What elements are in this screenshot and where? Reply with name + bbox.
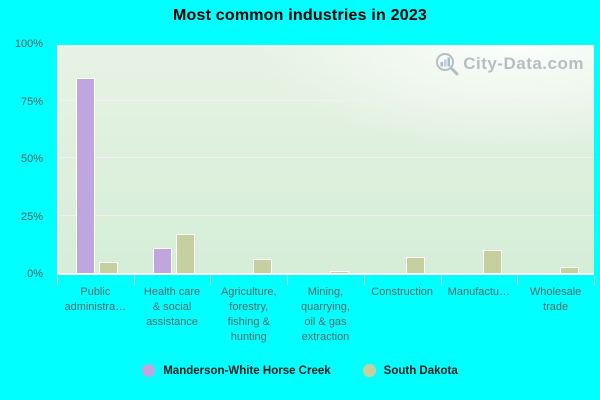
y-tick-label-75: 75%	[20, 95, 43, 108]
gridline-75	[59, 99, 594, 101]
bar-state-5	[482, 250, 502, 273]
x-label-3: Mining, quarrying, oil & gas extraction	[301, 286, 350, 343]
x-label-1: Health care & social assistance	[143, 286, 201, 328]
category-separator-5	[440, 276, 442, 285]
y-tick-label-25: 25%	[20, 210, 43, 223]
x-label-0: Public administra…	[64, 286, 127, 313]
city-data-logo-icon	[436, 53, 459, 76]
legend-label-state: South Dakota	[383, 364, 458, 377]
bar-state-3	[329, 270, 349, 273]
gridline-50	[59, 157, 594, 158]
bar-state-6	[559, 267, 579, 273]
y-axis: 100% 75% 50% 25% 0%	[0, 38, 50, 280]
category-separator-2	[210, 276, 212, 285]
bar-state-1	[176, 233, 196, 273]
watermark: City-Data.com	[434, 51, 584, 77]
x-axis: Public administra… Health care & social a…	[57, 285, 594, 345]
x-label-4: Construction	[371, 286, 434, 298]
bar-place-0	[76, 77, 96, 273]
x-label-5: Manufactu…	[447, 286, 511, 298]
bar-place-1	[153, 247, 173, 273]
y-tick-label-50: 50%	[20, 153, 43, 165]
category-separator-7	[594, 276, 595, 285]
x-axis-ticks	[57, 276, 595, 285]
category-separator-0	[57, 276, 58, 285]
legend-label-place: Manderson-White Horse Creek	[163, 364, 331, 377]
legend-dot-place	[142, 364, 156, 377]
watermark-text: City-Data.com	[463, 54, 584, 73]
category-separator-3	[287, 276, 289, 285]
category-separator-6	[517, 276, 519, 285]
y-tick-label-100: 100%	[14, 38, 43, 50]
category-separator-1	[133, 276, 135, 285]
legend-item-place: Manderson-White Horse Creek	[142, 364, 331, 377]
bar-state-0	[99, 261, 119, 273]
x-label-2: Agriculture, forestry, fishing & hunting	[220, 286, 277, 343]
bar-state-4	[406, 256, 426, 273]
legend: Manderson-White Horse Creek South Dakota	[0, 364, 600, 377]
chart-title: Most common industries in 2023	[172, 7, 428, 24]
legend-dot-state	[362, 364, 376, 377]
category-separator-4	[363, 276, 365, 285]
x-label-6: Wholesale trade	[529, 286, 582, 313]
plot-area: City-Data.com	[57, 45, 594, 275]
y-tick-label-0: 0%	[27, 268, 43, 280]
bar-state-2	[252, 259, 272, 273]
gridline-25	[59, 214, 594, 216]
legend-item-state: South Dakota	[362, 364, 458, 377]
